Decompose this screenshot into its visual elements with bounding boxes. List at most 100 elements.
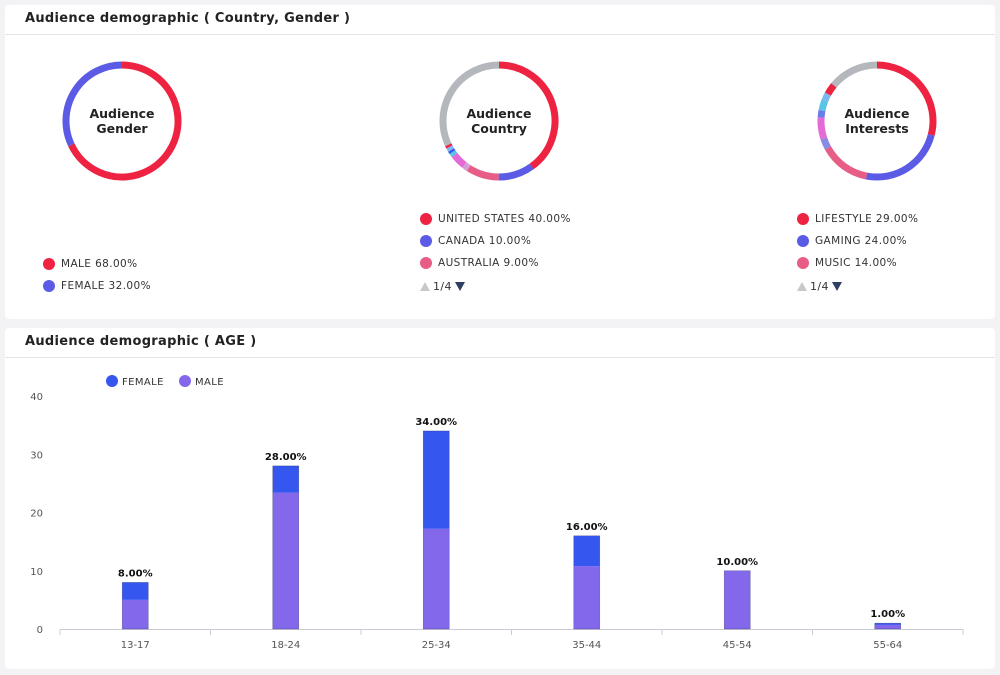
donut-label-line1: Audience bbox=[89, 106, 155, 121]
interests-donut: Audience Interests bbox=[815, 59, 939, 183]
age-card: Audience demographic ( AGE ) 0 10 20 30 40 8.… bbox=[5, 328, 995, 669]
country-slice-4[interactable] bbox=[451, 152, 467, 168]
pager-text: 1/4 bbox=[433, 279, 452, 293]
card-divider bbox=[5, 34, 995, 35]
bar-outline bbox=[573, 535, 601, 630]
bar-male-55-64[interactable] bbox=[874, 624, 901, 629]
donut-label-line2: Country bbox=[471, 121, 527, 136]
bar-male-45-54[interactable] bbox=[724, 570, 751, 629]
bar-outline bbox=[723, 570, 751, 630]
bar-outline bbox=[272, 465, 300, 630]
card-title: Audience demographic ( Country, Gender ) bbox=[25, 11, 351, 26]
gender-slice-1[interactable] bbox=[62, 61, 123, 147]
page-down-icon[interactable] bbox=[454, 281, 465, 291]
legend-item-female[interactable]: FEMALE 32.00% bbox=[43, 275, 151, 297]
country-slice-0[interactable] bbox=[498, 61, 559, 170]
gender-donut-svg bbox=[62, 61, 182, 181]
age-bar-chart: 0 10 20 30 40 8.00% 13-17 28.00% 18-24 34.00% 25-3… bbox=[30, 375, 964, 651]
bar-male-35-44[interactable] bbox=[573, 566, 600, 629]
legend-item-canada[interactable]: CANADA 10.00% bbox=[420, 230, 571, 252]
bar-total-label: 1.00% bbox=[870, 609, 905, 620]
country-slice-2[interactable] bbox=[466, 165, 499, 181]
legend-label: FEMALE 32.00% bbox=[61, 280, 151, 292]
legend-dot bbox=[797, 235, 809, 247]
country-slice-3[interactable] bbox=[462, 162, 471, 171]
legend-label-male[interactable]: MALE bbox=[195, 377, 224, 388]
bar-outline bbox=[121, 582, 149, 630]
legend-dot[interactable] bbox=[106, 375, 118, 387]
interests-slice-8[interactable] bbox=[824, 83, 837, 96]
interests-legend: LIFESTYLE 29.00% GAMING 24.00% MUSIC 14.… bbox=[797, 208, 918, 296]
interests-slice-9[interactable] bbox=[831, 61, 878, 88]
bar-female-25-34[interactable] bbox=[423, 430, 450, 529]
legend-item-united-states[interactable]: UNITED STATES 40.00% bbox=[420, 208, 571, 230]
legend-label: MUSIC 14.00% bbox=[815, 257, 898, 269]
legend-dot bbox=[420, 257, 432, 269]
legend-label: AUSTRALIA 9.00% bbox=[438, 257, 539, 269]
country-slice-8[interactable] bbox=[445, 143, 453, 149]
country-donut-svg bbox=[439, 61, 559, 181]
interests-slice-5[interactable] bbox=[817, 109, 826, 118]
legend-dot bbox=[797, 257, 809, 269]
legend-item-male[interactable]: MALE 68.00% bbox=[43, 253, 151, 275]
interests-slice-6[interactable] bbox=[818, 99, 829, 112]
interests-slice-2[interactable] bbox=[824, 146, 868, 180]
x-tick-label: 45-54 bbox=[723, 640, 752, 651]
x-tick-label: 25-34 bbox=[422, 640, 451, 651]
bar-total-label: 16.00% bbox=[566, 522, 608, 533]
interests-slice-1[interactable] bbox=[865, 133, 935, 181]
country-donut-label: Audience Country bbox=[437, 59, 561, 183]
gender-legend: MALE 68.00% FEMALE 32.00% bbox=[43, 253, 151, 297]
y-tick-label: 20 bbox=[30, 509, 43, 520]
bar-male-18-24[interactable] bbox=[272, 492, 299, 629]
donut-label-line1: Audience bbox=[466, 106, 532, 121]
page-up-icon[interactable] bbox=[420, 281, 430, 291]
y-tick-label: 30 bbox=[30, 450, 43, 461]
legend-label-female[interactable]: FEMALE bbox=[122, 377, 164, 388]
page-up-icon[interactable] bbox=[797, 281, 807, 291]
legend-label: GAMING 24.00% bbox=[815, 235, 908, 247]
gender-donut: Audience Gender bbox=[60, 59, 184, 183]
bar-female-18-24[interactable] bbox=[272, 465, 299, 493]
bar-outline bbox=[422, 430, 450, 630]
bar-male-13-17[interactable] bbox=[122, 599, 149, 629]
pager-text: 1/4 bbox=[810, 279, 829, 293]
bar-outline bbox=[874, 622, 902, 630]
interests-donut-svg bbox=[817, 61, 937, 181]
y-tick-label: 0 bbox=[37, 625, 43, 636]
legend-item-gaming[interactable]: GAMING 24.00% bbox=[797, 230, 918, 252]
legend-dot[interactable] bbox=[179, 375, 191, 387]
bar-female-35-44[interactable] bbox=[573, 535, 600, 567]
page-down-icon[interactable] bbox=[831, 281, 842, 291]
interests-slice-3[interactable] bbox=[820, 137, 832, 150]
legend-item-music[interactable]: MUSIC 14.00% bbox=[797, 252, 918, 274]
country-donut: Audience Country bbox=[437, 59, 561, 183]
legend-label: MALE 68.00% bbox=[61, 258, 138, 270]
legend-label: UNITED STATES 40.00% bbox=[438, 213, 571, 225]
x-tick-label: 13-17 bbox=[121, 640, 150, 651]
card-divider bbox=[5, 357, 995, 358]
donut-label-line2: Gender bbox=[96, 121, 148, 136]
country-slice-9[interactable] bbox=[439, 61, 500, 147]
donut-label-line2: Interests bbox=[845, 121, 909, 136]
legend-item-australia[interactable]: AUSTRALIA 9.00% bbox=[420, 252, 571, 274]
donut-label-line1: Audience bbox=[844, 106, 910, 121]
interests-slice-4[interactable] bbox=[817, 117, 828, 140]
interests-slice-0[interactable] bbox=[876, 61, 937, 136]
bar-male-25-34[interactable] bbox=[423, 528, 450, 629]
bar-female-13-17[interactable] bbox=[122, 582, 149, 600]
interests-legend-pager: 1/4 bbox=[797, 276, 918, 296]
country-slice-7[interactable] bbox=[446, 145, 455, 152]
interests-slice-7[interactable] bbox=[821, 92, 832, 102]
bar-total-label: 28.00% bbox=[265, 452, 307, 463]
country-slice-1[interactable] bbox=[498, 163, 534, 181]
bar-female-55-64[interactable] bbox=[874, 623, 901, 625]
legend-dot bbox=[420, 213, 432, 225]
legend-item-lifestyle[interactable]: LIFESTYLE 29.00% bbox=[797, 208, 918, 230]
gender-donut-label: Audience Gender bbox=[60, 59, 184, 183]
y-tick-label: 10 bbox=[30, 567, 43, 578]
gender-slice-0[interactable] bbox=[68, 61, 182, 181]
country-slice-6[interactable] bbox=[448, 148, 456, 155]
country-slice-5[interactable] bbox=[449, 150, 458, 158]
interests-donut-label: Audience Interests bbox=[815, 59, 939, 183]
